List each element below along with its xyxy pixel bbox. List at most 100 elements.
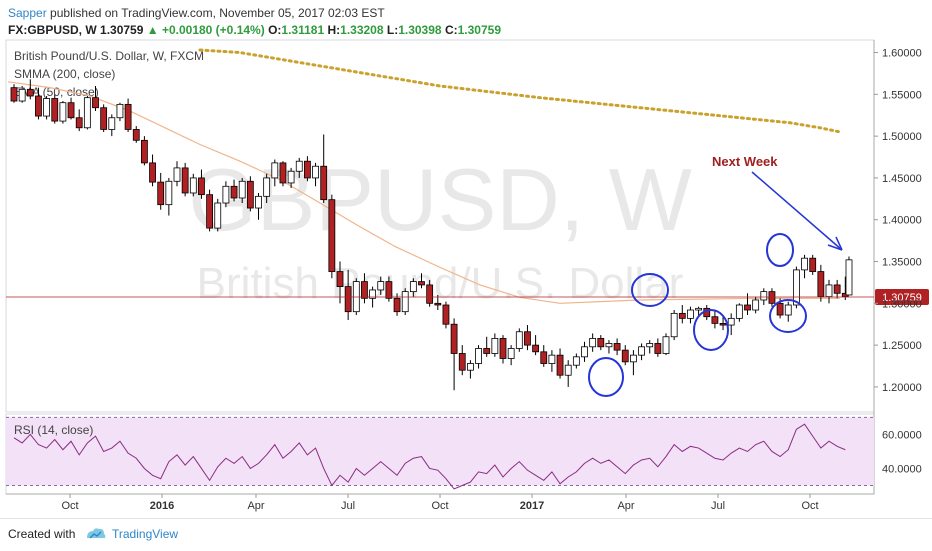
candle-body [222, 185, 230, 204]
candle-body [833, 284, 841, 294]
rsi-tick-label: 60.0000 [882, 429, 922, 441]
candle [344, 269, 352, 321]
price-pane[interactable] [5, 39, 875, 413]
candle-body [35, 95, 42, 117]
circle-annotation-1[interactable] [588, 357, 624, 397]
chart-canvas[interactable]: GBPUSD, W British Pound/U.S. Dollar Brit… [0, 0, 932, 518]
candle [809, 254, 817, 275]
time-axis[interactable]: Oct 2016 Apr Jul Oct 2017 Apr Jul Oct [61, 494, 819, 512]
watermark-symbol: GBPUSD, W [188, 150, 692, 249]
candle-body [108, 117, 116, 130]
rsi-band [6, 417, 874, 486]
candle-body [100, 107, 108, 130]
candle [401, 288, 409, 316]
candle [515, 328, 523, 352]
candle-body [312, 165, 319, 179]
candle-body [524, 331, 531, 346]
candle-body [157, 181, 165, 206]
candle [83, 96, 91, 130]
candle-body [361, 281, 368, 299]
candle [605, 340, 613, 354]
candle [255, 192, 262, 220]
candle-body [320, 165, 328, 201]
candle [157, 172, 165, 210]
smma-line [198, 48, 842, 134]
arrow-line[interactable] [751, 171, 843, 251]
candle-body [51, 98, 59, 122]
candle-body [442, 304, 450, 325]
next-week-label[interactable]: Next Week [712, 154, 778, 169]
candle-body [793, 269, 800, 306]
publish-line: Sapper published on TradingView.com, Nov… [8, 6, 385, 20]
rsi-label[interactable]: RSI (14, close) [14, 423, 93, 437]
candle [124, 98, 132, 132]
candle-body [572, 356, 580, 366]
candle [271, 159, 279, 187]
quote-line: FX:GBPUSD, W 1.30759 ▲ +0.00180 (+0.14%)… [8, 23, 501, 37]
candle [532, 335, 539, 356]
candle [548, 350, 556, 372]
candle [246, 176, 254, 212]
candle-body [181, 167, 189, 194]
time-tick-label: Apr [247, 500, 264, 512]
candle-body [198, 177, 205, 196]
candle-body [515, 331, 523, 349]
candle-body [83, 97, 91, 129]
candle [630, 350, 637, 376]
candle-body [287, 170, 295, 184]
price-tick-label: 1.60000 [882, 48, 922, 60]
annotations[interactable]: Next Week [588, 154, 843, 397]
change-value: ▲ +0.00180 (+0.14%) [146, 23, 265, 37]
close-value: 1.30759 [457, 23, 501, 37]
candle-body [18, 88, 26, 102]
candle [597, 335, 605, 351]
footer: Created with TradingView [0, 518, 932, 551]
circle-annotation-2[interactable] [631, 273, 669, 307]
circle-annotation-5[interactable] [769, 299, 807, 333]
candle [263, 173, 271, 204]
legend-ema[interactable]: EMA (50, close) [14, 85, 99, 99]
legend-smma[interactable]: SMMA (200, close) [14, 67, 115, 81]
circle-annotation-3[interactable] [693, 309, 729, 351]
open-value: 1.31181 [281, 23, 325, 37]
candle-body [589, 338, 597, 348]
symbol-label: FX:GBPUSD, W [8, 23, 97, 37]
price-tick-label: 1.50000 [882, 131, 922, 143]
circle-annotation-4[interactable] [766, 233, 794, 267]
candle-body [670, 312, 678, 338]
candle [132, 126, 140, 143]
price-tick-label: 1.55000 [882, 89, 922, 101]
candle [92, 85, 99, 112]
candle [418, 273, 425, 289]
candle [434, 294, 442, 311]
candle-body [295, 160, 303, 172]
candle-body [59, 102, 67, 122]
candle-body [393, 297, 401, 313]
candle-body [845, 259, 853, 296]
smma-layer [198, 48, 842, 134]
candle-body [475, 348, 482, 364]
candle-body [556, 354, 564, 376]
candle [377, 276, 385, 295]
candle [173, 161, 181, 187]
candle [499, 335, 507, 364]
candle-body [409, 281, 417, 293]
candle [719, 315, 727, 331]
price-axis[interactable]: 1.60000 1.55000 1.50000 1.45000 1.40000 1.350… [874, 48, 922, 394]
ema-line [7, 81, 840, 304]
candle [26, 79, 34, 100]
candle-body [116, 103, 124, 119]
rsi-tick-label: 40.0000 [882, 463, 922, 475]
candle [140, 136, 148, 166]
candle-body [418, 281, 425, 286]
candle [361, 273, 368, 304]
author-link[interactable]: Sapper [8, 6, 47, 20]
candle-body [67, 102, 75, 119]
candle-body [75, 117, 83, 129]
candle-body [344, 286, 352, 313]
candle [35, 87, 42, 120]
candle-body [206, 194, 214, 229]
candle [572, 353, 580, 369]
candle [189, 173, 197, 197]
tradingview-brand-link[interactable]: TradingView [112, 527, 179, 541]
